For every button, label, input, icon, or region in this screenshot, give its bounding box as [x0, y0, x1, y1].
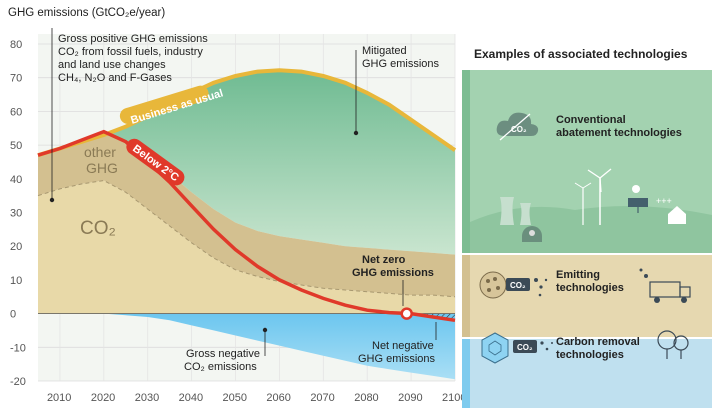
- emitting-co2-icon: CO₂: [479, 271, 548, 299]
- cloud-co2-badge: CO₂: [511, 125, 527, 134]
- y-tick-label: 50: [10, 140, 22, 152]
- net-zero-marker: [400, 307, 413, 320]
- x-tick-label: 2050: [223, 392, 247, 404]
- chart-title: GHG emissions (GtCO₂e/year): [8, 7, 165, 19]
- co2-area: [38, 180, 455, 314]
- mitigated-line-1: Mitigated: [362, 45, 407, 57]
- gross-negative-annotation: Gross negative CO₂ emissions: [184, 327, 268, 373]
- net-zero-annotation: Net zero GHG emissions: [352, 254, 434, 306]
- net-negative-line-1: Net negative: [372, 340, 434, 352]
- power-plant-icon: [500, 197, 531, 225]
- x-tick-label: 2090: [398, 392, 422, 404]
- trees-icon: [657, 330, 689, 359]
- house-icon: [668, 206, 686, 224]
- removal-co2-badge: CO₂: [517, 343, 533, 352]
- area-layers: [37, 70, 456, 380]
- x-tick-label: 2100: [442, 392, 466, 404]
- other-ghg-label-2: GHG: [86, 160, 118, 176]
- emitting-line-1: Emitting: [556, 269, 600, 281]
- y-tick-label: 40: [10, 174, 22, 186]
- mitigated-annotation: Mitigated GHG emissions: [353, 45, 440, 136]
- y-tick-label: 30: [10, 208, 22, 220]
- scenario-lines: [37, 68, 457, 323]
- panel-heading: Examples of associated technologies: [474, 47, 688, 61]
- conventional-line-2: abatement technologies: [556, 127, 682, 139]
- truck-icon: [639, 268, 691, 303]
- x-tick-label: 2020: [91, 392, 115, 404]
- net-negative-annotation: Net negative GHG emissions: [358, 322, 437, 365]
- gross-positive-line-4: CH₄, N₂O and F-Gases: [58, 72, 172, 84]
- y-tick-label: 0: [10, 309, 16, 321]
- x-tick-label: 2030: [135, 392, 159, 404]
- y-tick-label: 70: [10, 73, 22, 85]
- x-tick-label: 2010: [47, 392, 71, 404]
- power-lines-icon: +++: [656, 196, 672, 206]
- emitting-line-2: technologies: [556, 282, 624, 294]
- gross-positive-annotation: Gross positive GHG emissions CO₂ from fo…: [49, 28, 208, 203]
- y-tick-label: -10: [10, 342, 26, 354]
- gross-negative-line-1: Gross negative: [186, 348, 260, 360]
- gross-negative-area: [38, 313, 455, 380]
- below2-line: [37, 129, 456, 323]
- mitigated-area: [38, 70, 455, 255]
- y-tick-label: 60: [10, 106, 22, 118]
- gross-negative-line-2: CO₂ emissions: [184, 361, 257, 373]
- bau-label-pill: [119, 85, 209, 124]
- y-tick-label: 80: [10, 39, 22, 51]
- y-tick-label: 20: [10, 241, 22, 253]
- emitting-co2-badge: CO₂: [510, 281, 526, 290]
- cloud-co2-icon: CO₂: [496, 112, 539, 141]
- other-ghg-area: [38, 131, 455, 297]
- conventional-line-1: Conventional: [556, 114, 626, 126]
- x-tick-label: 2070: [310, 392, 334, 404]
- mitigated-line-2: GHG emissions: [362, 58, 440, 70]
- wind-turbine-icon: [574, 168, 612, 225]
- y-axis-ticks: 80 70 60 50 40 30 20 10 0 -10 -20: [10, 39, 26, 388]
- emitting-band: [462, 255, 712, 337]
- removal-line-1: Carbon removal: [556, 336, 640, 348]
- nuclear-waste-icon: [522, 226, 542, 242]
- net-zero-line-2: GHG emissions: [352, 267, 434, 279]
- x-tick-label: 2080: [354, 392, 378, 404]
- carbon-removal-icon: CO₂: [481, 332, 553, 364]
- net-zero-line-1: Net zero: [362, 254, 406, 266]
- solar-panel-icon: [628, 185, 648, 213]
- x-axis-ticks: 2010 2020 2030 2040 2050 2060 2070 2080 2090 2100: [47, 392, 467, 404]
- removal-line-2: technologies: [556, 349, 624, 361]
- gross-positive-line-3: and land use changes: [58, 59, 166, 71]
- gross-positive-line-2: CO₂ from fossil fuels, industry: [58, 46, 203, 58]
- net-negative-line-2: GHG emissions: [358, 353, 436, 365]
- y-tick-label: -20: [10, 376, 26, 388]
- other-ghg-label-1: other: [84, 144, 116, 160]
- technologies-panel: Examples of associated technologies CO₂ …: [462, 47, 712, 408]
- below2-label-pill: [126, 138, 185, 186]
- y-tick-label: 10: [10, 275, 22, 287]
- gross-positive-line-1: Gross positive GHG emissions: [58, 33, 208, 45]
- x-tick-label: 2040: [179, 392, 203, 404]
- x-tick-label: 2060: [266, 392, 290, 404]
- co2-area-label: CO₂: [80, 218, 116, 239]
- co2-boundary-line: [37, 179, 456, 298]
